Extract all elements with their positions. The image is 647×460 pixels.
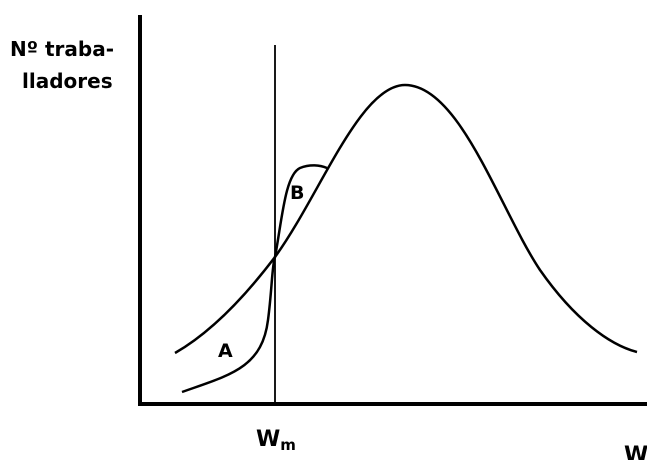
x-tick-sub: m (280, 436, 296, 454)
curve-label: B (290, 182, 304, 204)
x-axis-label: W (624, 443, 647, 460)
x-tick-main: W (256, 427, 280, 452)
curve-label: A (218, 340, 233, 362)
y-axis-label: lladores (22, 69, 113, 93)
x-tick-label: Wm (256, 427, 296, 454)
bell-curve (174, 83, 638, 355)
y-axis-label: Nº traba- (10, 37, 114, 61)
distorted-curve (181, 164, 328, 394)
